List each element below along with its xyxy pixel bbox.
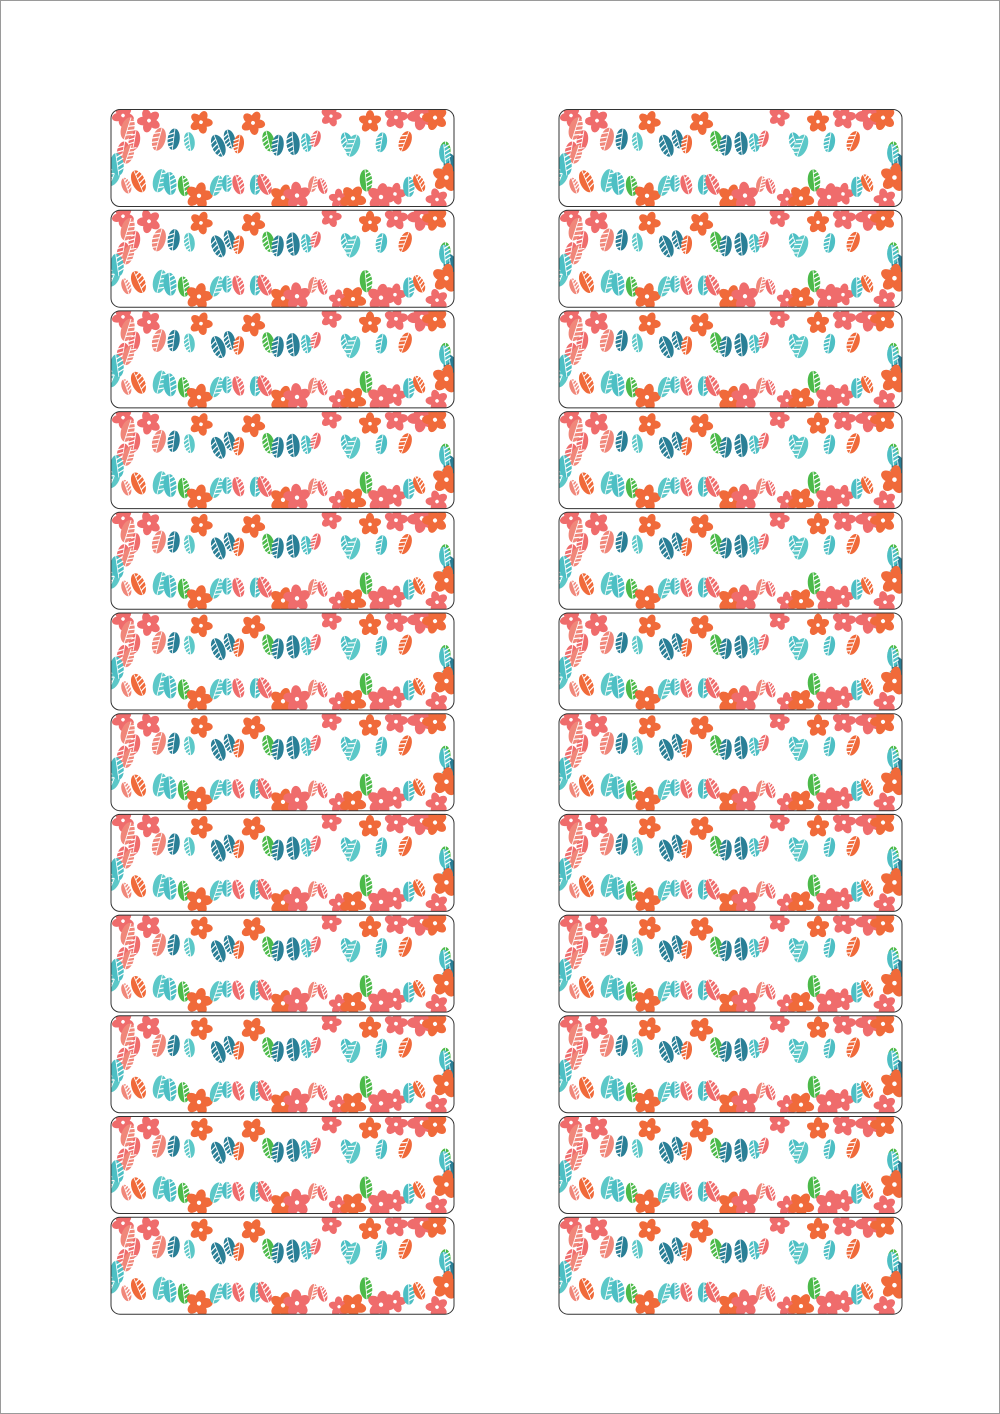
label [110,612,455,711]
label-outline [558,713,903,812]
label-outline [558,612,903,711]
label [110,511,455,610]
label-outline [558,813,903,912]
label-outline [110,612,455,711]
label [558,411,903,510]
label [110,813,455,912]
label-outline [558,310,903,409]
label [110,310,455,409]
label [558,1015,903,1114]
label-outline [110,109,455,207]
label-outline [110,813,455,912]
label [558,109,903,207]
label [558,813,903,912]
label-outline [110,1116,455,1214]
label-outline [110,713,455,812]
label [110,1216,455,1315]
label-outline [558,209,903,308]
label [110,1116,455,1214]
label-outline [110,310,455,409]
label [558,1116,903,1214]
label-outline [110,1216,455,1315]
label [110,1015,455,1114]
label-outline [558,1015,903,1114]
label [110,411,455,510]
label-outline [558,109,903,207]
label [558,612,903,711]
label [110,209,455,308]
label [110,109,455,207]
label [110,713,455,812]
label [110,914,455,1013]
label-outline [558,914,903,1013]
label-outline [558,1216,903,1315]
label-outline [110,411,455,510]
label-outline [558,1116,903,1214]
label-outline [110,511,455,610]
label-outline [110,209,455,308]
label [558,511,903,610]
label [558,914,903,1013]
label-outline [110,1015,455,1114]
label-outline [558,411,903,510]
label-outline [110,914,455,1013]
label [558,209,903,308]
label [558,713,903,812]
label-outline [558,511,903,610]
label [558,310,903,409]
label [558,1216,903,1315]
